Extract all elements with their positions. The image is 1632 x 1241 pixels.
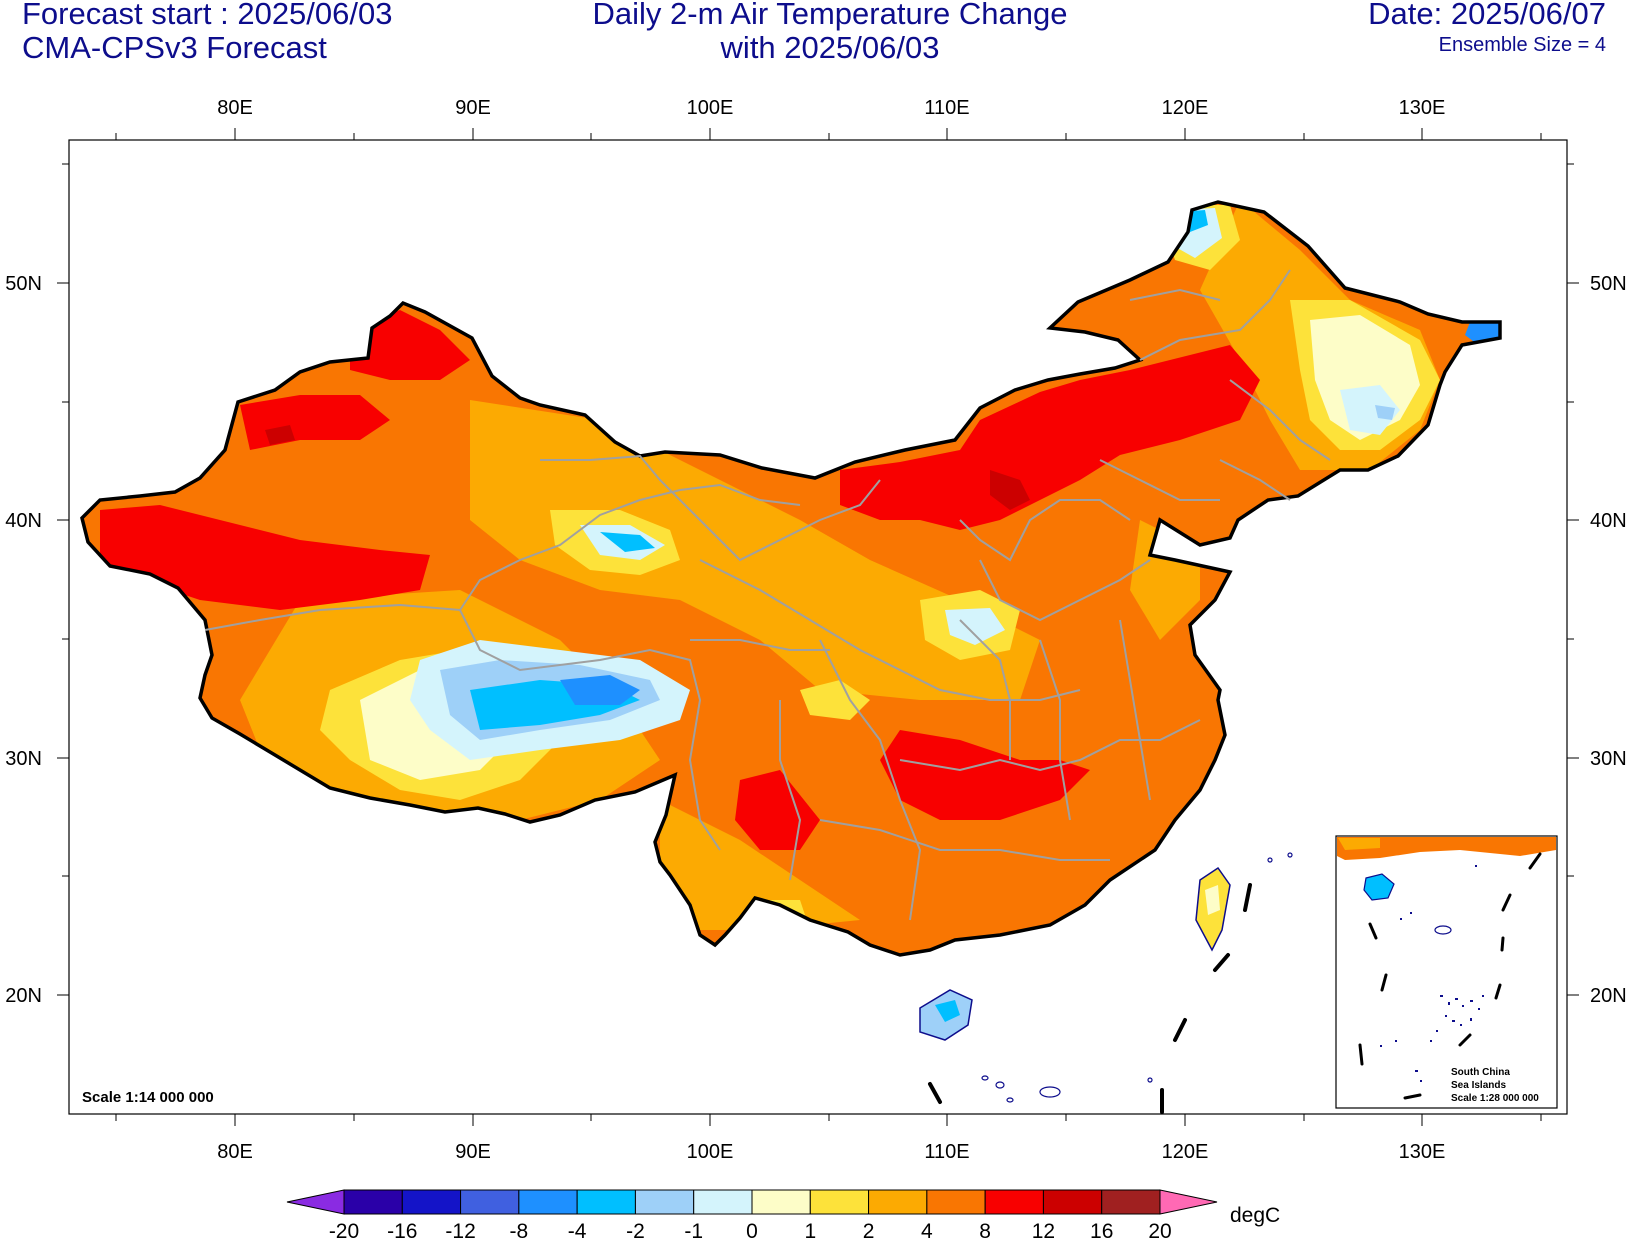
colorbar-swatch xyxy=(751,1189,811,1215)
lon-label: 130E xyxy=(1399,97,1446,119)
colorbar-level-label: 12 xyxy=(1032,1220,1055,1241)
colorbar-swatch xyxy=(926,1189,986,1215)
colorbar-level-label: 16 xyxy=(1090,1220,1113,1241)
longitude-labels-top: 80E 90E 100E 110E 120E 130E xyxy=(217,97,1445,119)
lon-label: 90E xyxy=(455,1141,491,1163)
inset-title-line2: Sea Islands xyxy=(1451,1080,1506,1091)
south-china-sea-inset: South China Sea Islands Scale 1:28 000 0… xyxy=(1335,835,1558,1109)
lon-label: 120E xyxy=(1162,97,1209,119)
colorbar: -20 -16 -12 -8 -4 -2 -1 0 1 2 4 8 12 16 20 degC xyxy=(286,1189,1280,1241)
valid-date-label: Date: 2025/06/07 xyxy=(1368,0,1606,31)
taiwan-mild-spot xyxy=(1205,885,1220,915)
colorbar-level-label: -8 xyxy=(510,1220,529,1241)
colorbar-unit: degC xyxy=(1230,1204,1280,1227)
colorbar-swatch xyxy=(1101,1189,1161,1215)
lat-label: 20N xyxy=(1590,985,1627,1007)
lon-label: 80E xyxy=(217,1141,253,1163)
colorbar-swatch xyxy=(693,1189,753,1215)
colorbar-level-label: 20 xyxy=(1148,1220,1171,1241)
colorbar-level-label: 1 xyxy=(804,1220,816,1241)
lat-label: 20N xyxy=(5,985,42,1007)
colorbar-level-label: -1 xyxy=(684,1220,703,1241)
colorbar-swatch xyxy=(460,1189,520,1215)
lat-label: 40N xyxy=(5,510,42,532)
lon-label: 100E xyxy=(687,1141,734,1163)
lon-label: 80E xyxy=(217,97,253,119)
colorbar-swatch xyxy=(868,1189,928,1215)
lat-label: 30N xyxy=(5,748,42,770)
lat-label: 40N xyxy=(1590,510,1627,532)
province-borders xyxy=(204,269,1331,921)
colorbar-swatch xyxy=(634,1189,695,1215)
lon-label: 90E xyxy=(455,97,491,119)
lon-label: 120E xyxy=(1162,1141,1209,1163)
nine-dash-line xyxy=(928,883,1252,1114)
map-title: Daily 2-m Air Temperature Change xyxy=(592,0,1068,31)
colorbar-level-label: -4 xyxy=(568,1220,587,1241)
lon-label: 110E xyxy=(924,1141,969,1163)
ensemble-size-label: Ensemble Size = 4 xyxy=(1438,34,1606,56)
colorbar-level-label: 2 xyxy=(863,1220,875,1241)
hainan-cold-spot xyxy=(935,1000,960,1022)
lon-label: 130E xyxy=(1399,1141,1446,1163)
colorbar-level-label: 4 xyxy=(921,1220,933,1241)
colorbar-swatch xyxy=(401,1189,462,1215)
longitude-labels-bottom: 80E 90E 100E 110E 120E 130E xyxy=(217,1141,1445,1163)
lon-label: 110E xyxy=(924,97,969,119)
lat-label: 50N xyxy=(5,273,42,295)
colorbar-swatch xyxy=(576,1189,636,1215)
colorbar-level-label: 0 xyxy=(746,1220,758,1241)
lat-label: 50N xyxy=(1590,273,1627,295)
colorbar-swatch xyxy=(1042,1189,1103,1215)
colorbar-level-label: -20 xyxy=(329,1220,359,1241)
colorbar-level-label: -16 xyxy=(387,1220,417,1241)
inset-title-line1: South China xyxy=(1451,1067,1510,1078)
colorbar-swatch xyxy=(984,1189,1044,1215)
latitude-labels-left: 50N 40N 30N 20N xyxy=(5,273,42,1007)
axis-ticks xyxy=(57,128,1579,1126)
model-name-label: CMA-CPSv3 Forecast xyxy=(22,30,327,65)
forecast-start-label: Forecast start : 2025/06/03 xyxy=(22,0,393,31)
lon-label: 100E xyxy=(687,97,734,119)
map-scale-label: Scale 1:14 000 000 xyxy=(82,1089,214,1106)
colorbar-swatch xyxy=(809,1189,870,1215)
small-islands xyxy=(981,852,1293,1103)
colorbar-high-arrow xyxy=(1159,1189,1218,1215)
colorbar-level-label: 8 xyxy=(979,1220,991,1241)
national-border xyxy=(80,200,1502,957)
inset-scale: Scale 1:28 000 000 xyxy=(1451,1093,1539,1104)
colorbar-level-label: -2 xyxy=(626,1220,645,1241)
map-subtitle: with 2025/06/03 xyxy=(720,30,940,65)
colorbar-swatch xyxy=(518,1189,578,1215)
colorbar-low-arrow xyxy=(286,1189,345,1215)
lat-label: 30N xyxy=(1590,748,1627,770)
colorbar-swatch xyxy=(343,1189,403,1215)
colorbar-level-label: -12 xyxy=(445,1220,475,1241)
latitude-labels-right: 50N 40N 30N 20N xyxy=(1590,273,1627,1007)
